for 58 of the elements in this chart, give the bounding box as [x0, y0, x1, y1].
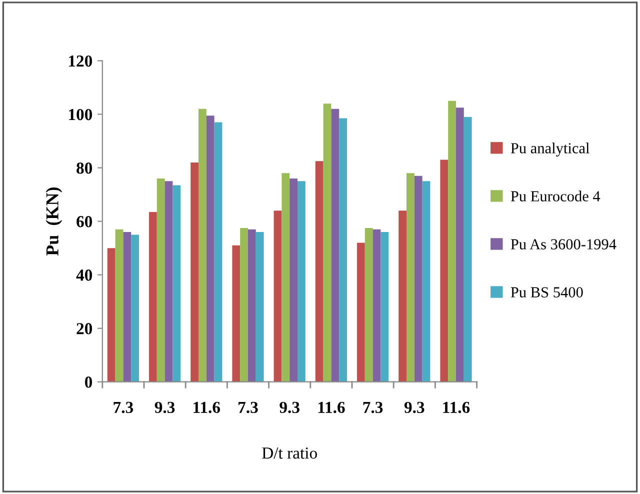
bar — [456, 108, 464, 382]
x-tick-label: 7.3 — [238, 402, 258, 414]
bar — [298, 181, 306, 382]
y-tick-label: 20 — [76, 323, 92, 334]
bar — [190, 162, 198, 382]
bar — [406, 173, 414, 382]
bar — [440, 160, 448, 382]
bar — [131, 234, 140, 382]
bar — [290, 178, 298, 382]
bar — [232, 245, 240, 382]
bar — [148, 212, 157, 382]
legend-label: Pu Eurocode 4 — [510, 190, 600, 202]
y-tick-label: 120 — [69, 55, 92, 67]
bar — [380, 232, 389, 382]
legend-label: Pu analytical — [510, 142, 590, 157]
bar — [414, 176, 422, 382]
bar — [274, 210, 282, 382]
x-tick-label: 7.3 — [363, 402, 383, 414]
bar — [315, 161, 324, 382]
bar — [256, 232, 264, 382]
y-tick-label: 60 — [76, 216, 92, 228]
y-tick-label: 40 — [76, 270, 92, 281]
y-tick-label: 80 — [76, 162, 92, 174]
bar — [123, 232, 132, 382]
bar — [422, 181, 430, 382]
bar — [240, 228, 248, 382]
bar — [248, 229, 256, 382]
x-tick-label: 11.6 — [194, 402, 220, 414]
x-tick-label: 11.6 — [443, 402, 470, 414]
bar — [448, 100, 456, 382]
bar — [323, 104, 332, 382]
bar — [364, 228, 373, 382]
bar — [206, 116, 214, 382]
bar — [107, 248, 116, 382]
bar — [464, 116, 472, 382]
x-tick-label: 9.3 — [280, 402, 300, 414]
bar — [115, 229, 124, 382]
x-tick-label: 9.3 — [154, 402, 175, 414]
legend-label: Pu BS 5400 — [510, 287, 583, 298]
bar — [398, 210, 406, 382]
x-axis-title: D/t ratio — [262, 448, 317, 459]
y-axis-title: Pu (KN) — [46, 188, 62, 256]
bar — [198, 108, 206, 382]
bar — [156, 178, 165, 382]
y-tick-label: 100 — [69, 108, 92, 120]
bar — [331, 108, 340, 382]
bar — [164, 181, 173, 382]
bar — [372, 229, 381, 382]
bar — [214, 122, 222, 382]
y-tick-label: 0 — [84, 376, 92, 388]
bar — [339, 118, 348, 382]
bar — [282, 173, 290, 382]
legend-label: Pu As 3600-1994 — [510, 239, 616, 250]
x-tick-label: 11.6 — [318, 402, 345, 414]
bar — [172, 185, 181, 382]
x-tick-label: 7.3 — [114, 402, 134, 414]
bar — [356, 242, 365, 382]
x-tick-label: 9.3 — [404, 402, 424, 414]
